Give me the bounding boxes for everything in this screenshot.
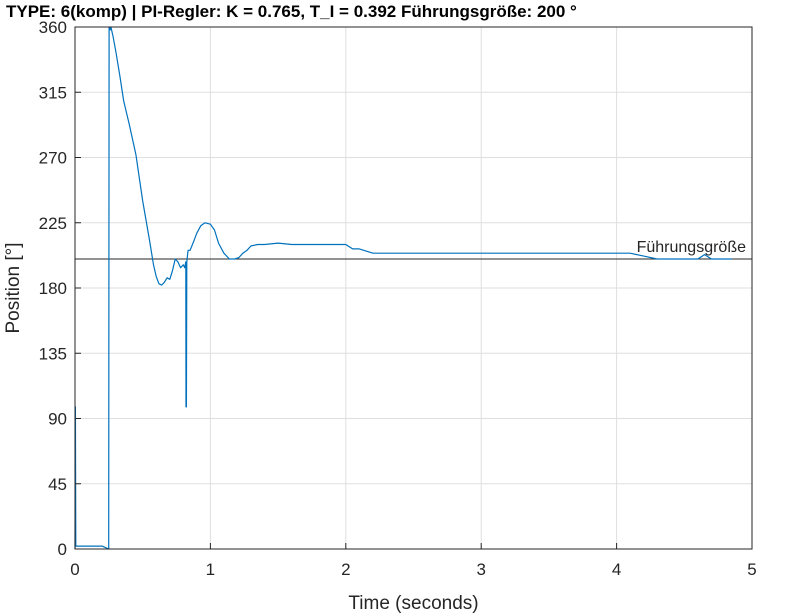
y-tick-label: 90 — [48, 410, 67, 429]
reference-line-group: Führungsgröße — [75, 239, 752, 260]
x-tick-label: 1 — [206, 560, 215, 579]
y-tick-label: 225 — [39, 214, 67, 233]
x-tick-label: 4 — [612, 560, 621, 579]
series-line — [74, 26, 732, 550]
y-tick-label: 270 — [39, 149, 67, 168]
y-tick-label: 180 — [39, 279, 67, 298]
x-tick-label: 5 — [747, 560, 756, 579]
y-tick-label: 360 — [39, 18, 67, 37]
y-tick-label: 45 — [48, 475, 67, 494]
y-tick-labels: 0 45 90 135 180 225 270 315 360 — [39, 18, 81, 559]
y-tick-label: 0 — [58, 540, 67, 559]
x-tick-label: 0 — [70, 560, 79, 579]
y-tick-label: 315 — [39, 83, 67, 102]
x-tick-label: 3 — [476, 560, 485, 579]
chart-title: TYPE: 6(komp) | PI-Regler: K = 0.765, T_… — [6, 2, 577, 21]
x-tick-labels: 0 1 2 3 4 5 — [70, 543, 757, 579]
x-axis-label: Time (seconds) — [348, 593, 478, 614]
y-tick-label: 135 — [39, 344, 67, 363]
series-group — [74, 26, 732, 550]
x-tick-label: 2 — [341, 560, 350, 579]
reference-line-label: Führungsgröße — [637, 239, 746, 256]
y-axis-label: Position [°] — [3, 242, 24, 333]
